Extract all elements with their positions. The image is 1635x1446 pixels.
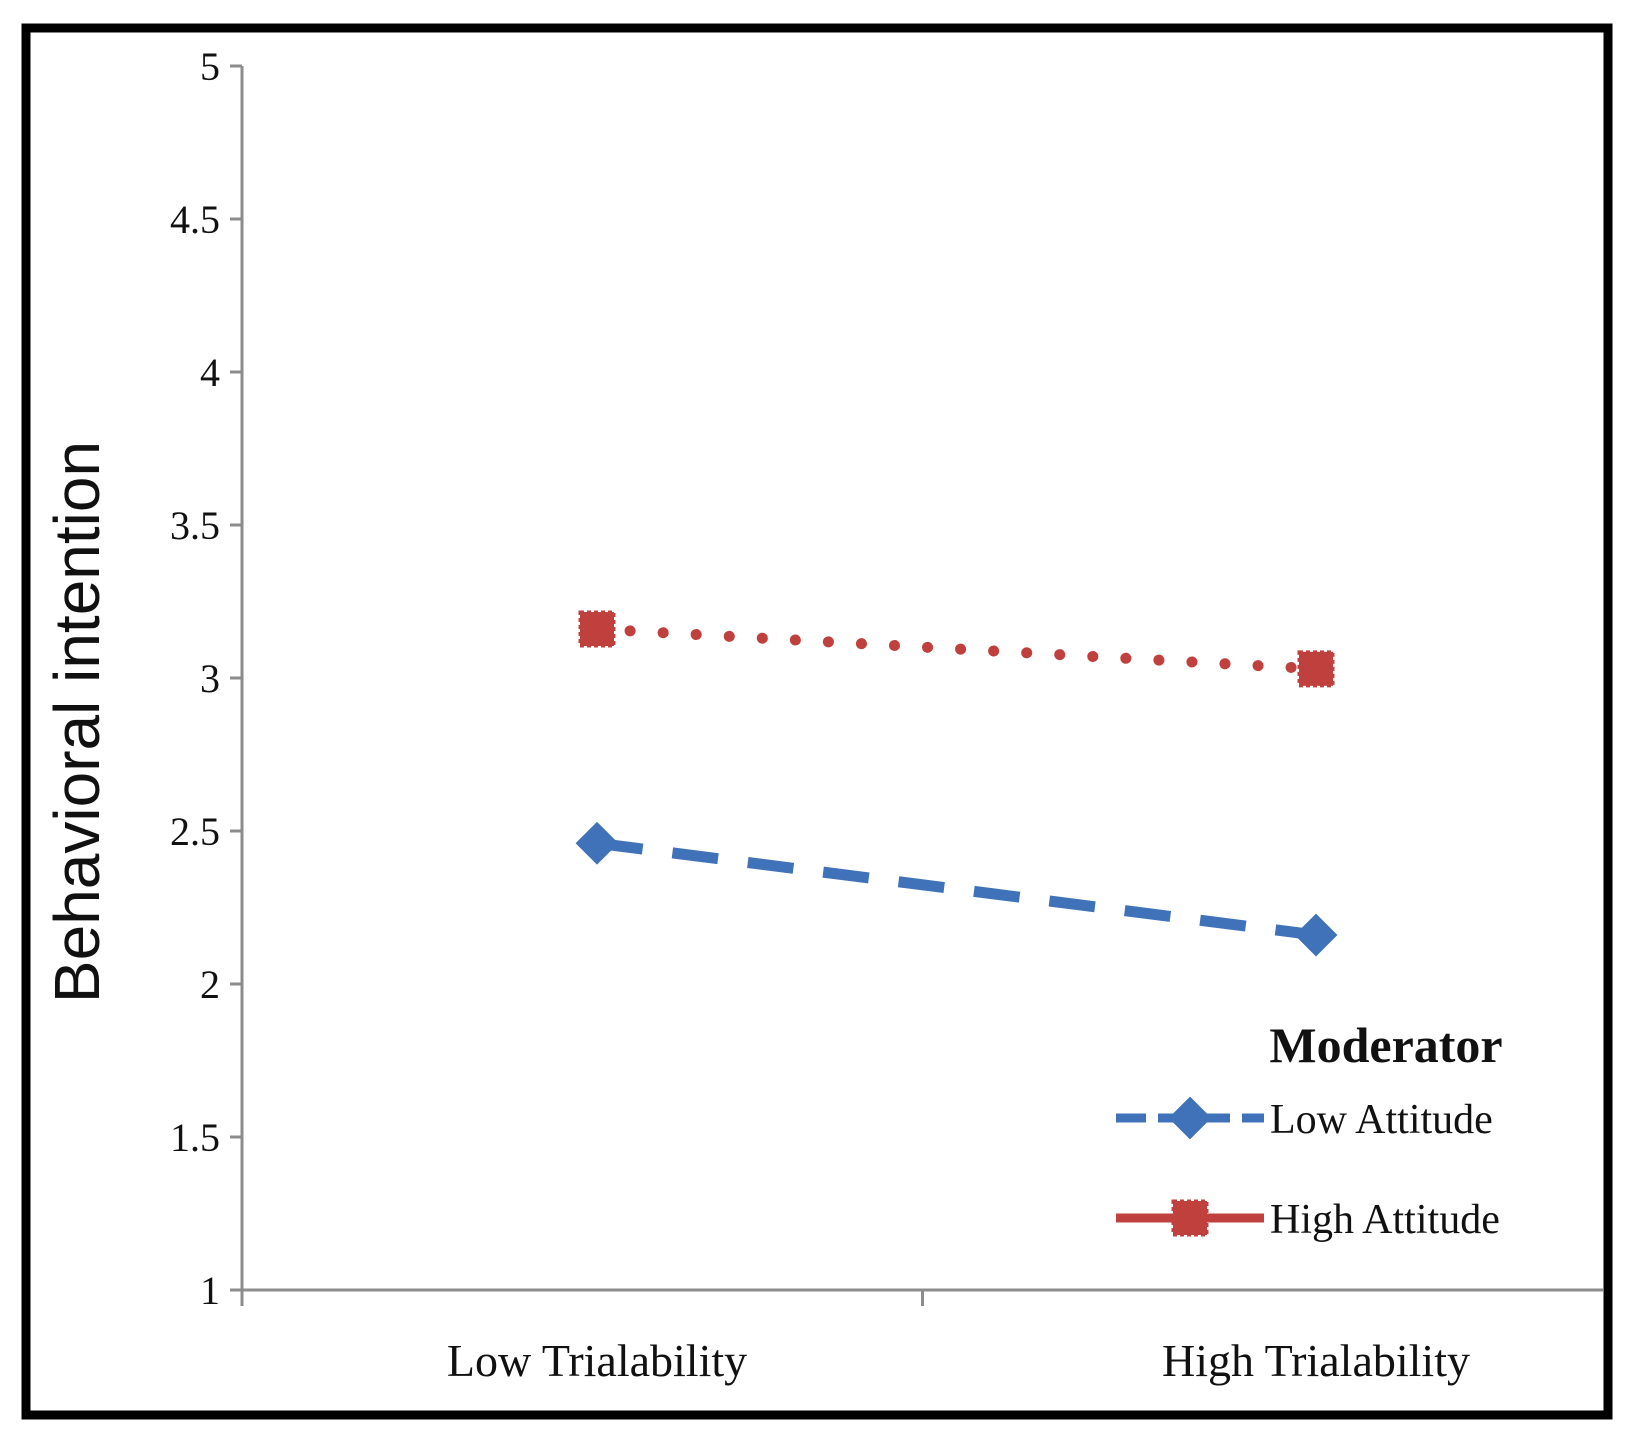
data-point	[1294, 913, 1338, 957]
y-axis: 1 1.5 2 2.5 3 3.5 4 4.5 5	[170, 44, 244, 1313]
series-low-attitude	[575, 821, 1338, 957]
legend-entry: Low Attitude	[1116, 1096, 1493, 1143]
y-tick-label: 3.5	[170, 503, 220, 548]
legend-swatch-marker	[1168, 1096, 1212, 1140]
y-tick-label: 3	[200, 656, 220, 701]
y-tick-label: 5	[200, 44, 220, 89]
series-line	[596, 837, 1317, 941]
y-tick-label: 4.5	[170, 197, 220, 242]
series-line	[591, 623, 1322, 675]
legend: Moderator Low Attitude High Attitude	[1116, 1017, 1503, 1243]
data-point	[575, 821, 619, 865]
y-tick-label: 1	[200, 1268, 220, 1313]
y-tick-label: 2.5	[170, 809, 220, 854]
legend-swatch-marker	[1171, 1199, 1209, 1237]
y-tick-label: 2	[200, 962, 220, 1007]
x-tick-label: High Trialability	[1162, 1335, 1470, 1386]
x-tick-label: Low Trialability	[447, 1335, 747, 1386]
series-high-attitude	[578, 610, 1335, 688]
data-point	[578, 610, 616, 648]
y-axis-title: Behavioral intention	[41, 441, 113, 1003]
figure-border	[21, 23, 1613, 1420]
legend-label: High Attitude	[1270, 1197, 1500, 1243]
data-point	[1297, 650, 1335, 688]
x-axis: Low Trialability High Trialability	[240, 1288, 1603, 1386]
legend-title: Moderator	[1269, 1017, 1502, 1073]
legend-entry: High Attitude	[1116, 1197, 1500, 1243]
y-tick-label: 1.5	[170, 1115, 220, 1160]
y-tick-label: 4	[200, 350, 220, 395]
legend-label: Low Attitude	[1270, 1097, 1493, 1143]
series-layer	[575, 610, 1338, 957]
